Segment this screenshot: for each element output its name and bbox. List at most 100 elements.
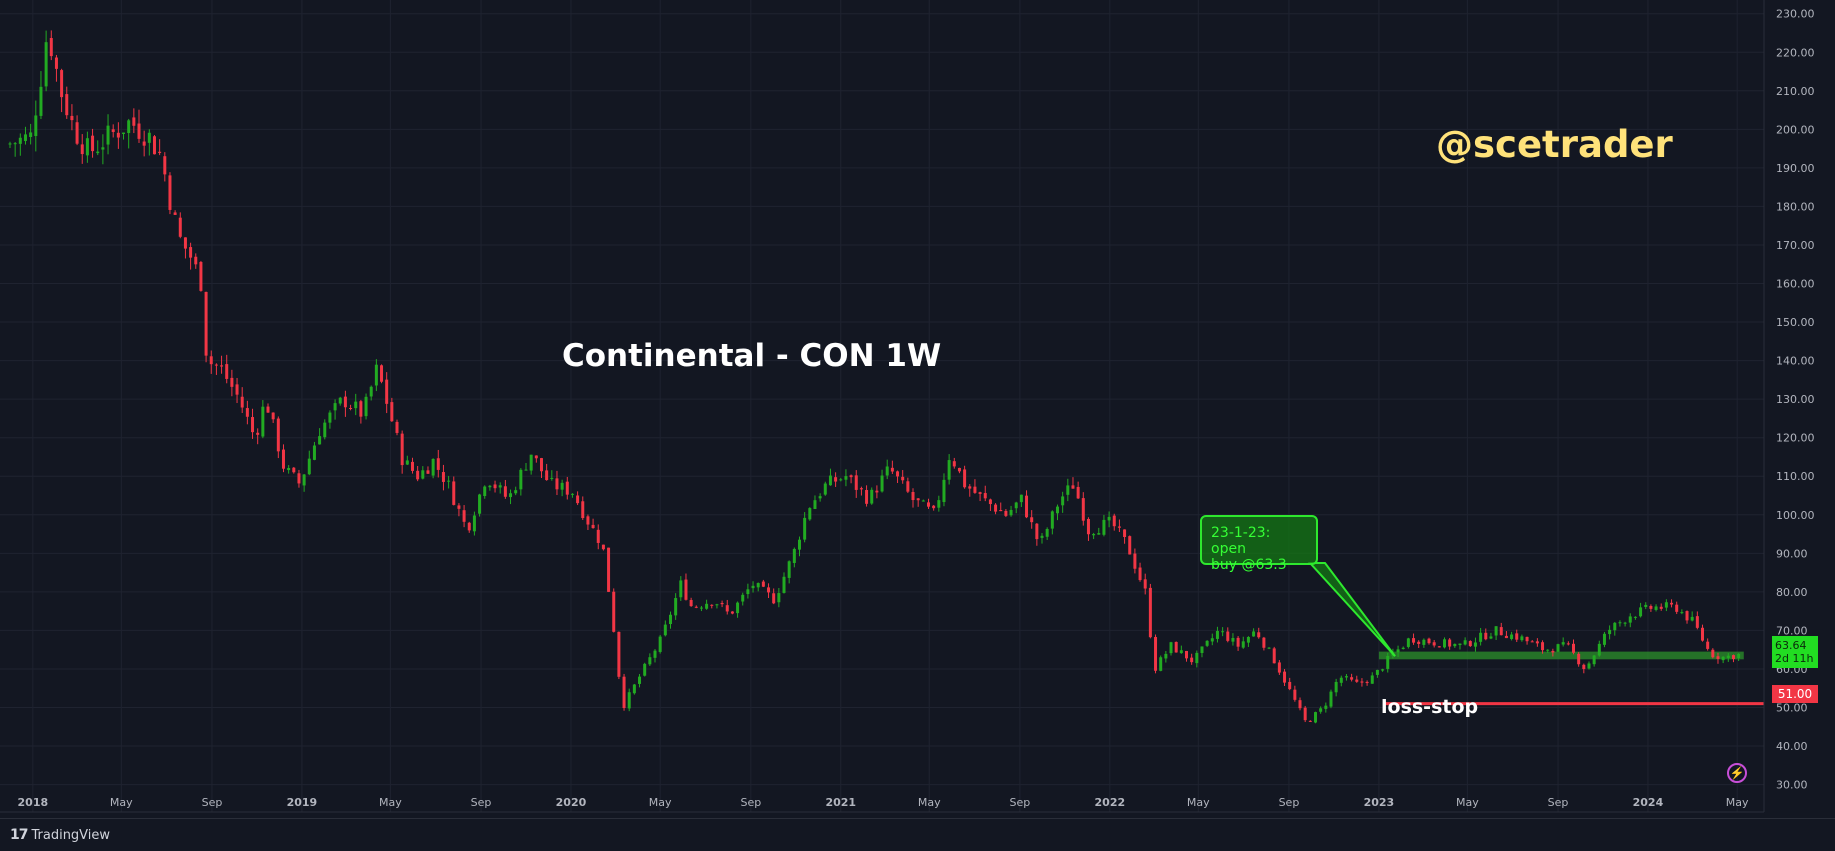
candle-body — [1386, 655, 1390, 669]
candle-body — [1731, 655, 1735, 660]
candle-body — [1556, 644, 1560, 652]
time-tick-label: Sep — [202, 796, 223, 809]
candle-body — [349, 407, 353, 409]
price-tick-label: 200.00 — [1776, 123, 1815, 136]
candle-body — [318, 436, 322, 445]
price-chart[interactable]: 30.0040.0050.0060.0070.0080.0090.00100.0… — [0, 0, 1835, 818]
candle-body — [292, 467, 296, 473]
candle-body — [91, 135, 95, 152]
candle-body — [245, 408, 249, 417]
candle-body — [978, 492, 982, 494]
time-tick-label: Sep — [1279, 796, 1300, 809]
candle-body — [581, 501, 585, 519]
candle-body — [1102, 519, 1106, 535]
buy-annotation-line1: 23-1-23: open — [1211, 525, 1271, 557]
candle-body — [1159, 657, 1163, 671]
chart-title: Continental - CON 1W — [562, 338, 942, 374]
price-tick-label: 130.00 — [1776, 393, 1815, 406]
candle-body — [1412, 638, 1416, 643]
candle-body — [834, 477, 838, 482]
time-tick-label: Sep — [1010, 796, 1031, 809]
candle-body — [586, 516, 590, 525]
candle-body — [519, 469, 523, 490]
time-tick-label: 2018 — [18, 796, 49, 809]
candle-body — [994, 504, 998, 512]
candle-body — [204, 291, 208, 356]
candle-body — [1076, 486, 1080, 499]
candle-body — [1210, 638, 1214, 642]
candle-body — [132, 117, 136, 126]
candle-body — [973, 486, 977, 493]
price-tick-label: 180.00 — [1776, 200, 1815, 213]
candle-body — [880, 475, 884, 492]
candle-body — [405, 460, 409, 465]
candle-body — [1432, 642, 1436, 646]
candle-body — [1639, 607, 1643, 617]
candle-body — [410, 461, 414, 471]
candle-body — [183, 237, 187, 249]
candle-body — [1004, 510, 1008, 516]
candle-body — [1608, 629, 1612, 635]
candle-body — [1582, 664, 1586, 670]
candle-body — [1205, 640, 1209, 646]
time-tick-label: 2023 — [1364, 796, 1395, 809]
candle-body — [462, 510, 466, 522]
candle-body — [251, 417, 255, 433]
candle-body — [1313, 712, 1317, 723]
candle-body — [870, 489, 874, 504]
candle-body — [1246, 636, 1250, 643]
candle-body — [1649, 605, 1653, 609]
candle-body — [1334, 681, 1338, 693]
lightning-icon[interactable]: ⚡ — [1727, 763, 1747, 783]
candle-body — [1241, 641, 1245, 648]
candle-body — [302, 474, 306, 486]
candle-body — [1695, 616, 1699, 628]
candle-body — [926, 502, 930, 507]
candle-body — [648, 657, 652, 665]
candle-body — [436, 458, 440, 470]
candle-body — [1014, 502, 1018, 509]
time-tick-label: 2022 — [1095, 796, 1126, 809]
candle-body — [1664, 602, 1668, 608]
footer-bar: 17 TradingView — [0, 818, 1835, 851]
candle-body — [1437, 646, 1441, 648]
price-tick-label: 150.00 — [1776, 316, 1815, 329]
price-axis[interactable]: 30.0040.0050.0060.0070.0080.0090.00100.0… — [1776, 8, 1815, 792]
candle-body — [1597, 643, 1601, 656]
candle-body — [632, 684, 636, 694]
price-tick-label: 170.00 — [1776, 239, 1815, 252]
candle-body — [199, 261, 203, 291]
price-tick-label: 230.00 — [1776, 8, 1815, 21]
candle-body — [116, 132, 120, 138]
candle-body — [808, 508, 812, 520]
candle-body — [49, 38, 53, 57]
candle-body — [111, 129, 115, 132]
chart-background — [0, 0, 1835, 818]
tradingview-logo-icon: 17 — [10, 827, 29, 843]
candle-body — [1541, 642, 1545, 651]
candle-body — [488, 485, 492, 488]
time-axis[interactable]: 2018 May Sep 2019 May Sep 2020 May Sep 2021 May Sep… — [18, 796, 1749, 809]
candle-body — [529, 454, 533, 471]
candle-body — [1148, 587, 1152, 638]
candle-body — [400, 433, 404, 466]
candle-body — [467, 522, 471, 531]
tradingview-logo[interactable]: 17 TradingView — [10, 827, 110, 843]
candle-body — [1515, 633, 1519, 640]
candle-body — [983, 493, 987, 499]
candle-body — [323, 422, 327, 438]
candle-body — [854, 475, 858, 490]
candle-body — [710, 604, 714, 606]
candle-body — [390, 402, 394, 422]
time-tick-label: May — [918, 796, 941, 809]
candle-body — [550, 477, 554, 479]
time-tick-label: May — [1187, 796, 1210, 809]
candle-body — [364, 396, 368, 417]
candle-body — [127, 120, 131, 134]
candle-body — [751, 585, 755, 589]
candle-body — [1675, 604, 1679, 612]
candle-body — [1406, 638, 1410, 647]
price-tick-label: 40.00 — [1776, 740, 1808, 753]
candle-body — [70, 115, 74, 121]
candle-body — [607, 547, 611, 592]
